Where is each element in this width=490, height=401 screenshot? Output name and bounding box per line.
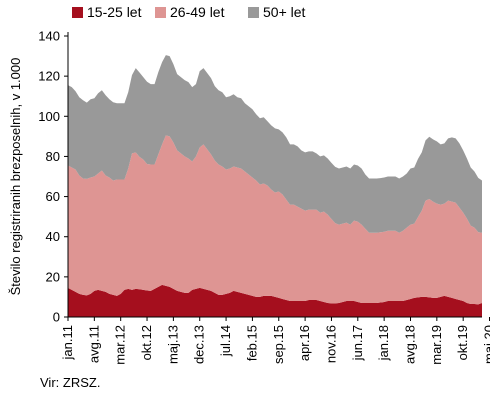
x-tick-label: avg.11 — [86, 325, 101, 363]
y-axis-title: Število registriranih brezposelnih, v 1.… — [8, 58, 23, 296]
y-tick-label: 80 — [46, 149, 60, 164]
x-tick-label: maj.13 — [165, 325, 180, 364]
x-tick-label: maj.20 — [482, 325, 490, 364]
x-tick-label: jan.11 — [60, 325, 75, 360]
x-tick-label: apr.16 — [297, 325, 312, 361]
x-tick-label: dec.13 — [192, 325, 207, 364]
x-tick-label: feb.15 — [244, 325, 259, 361]
y-tick-label: 20 — [46, 269, 60, 284]
x-tick-label: mar.19 — [429, 325, 444, 365]
area-series-26-49-let — [68, 135, 482, 305]
x-tick-label: jan.18 — [376, 325, 391, 361]
legend-swatch — [155, 7, 166, 18]
x-tick-label: mar.12 — [113, 325, 128, 365]
x-tick-label: avg.18 — [402, 325, 417, 364]
y-tick-label: 40 — [46, 229, 60, 244]
legend-swatch — [72, 7, 83, 18]
axes: 0 20 40 60 80 100 120 140 jan.11 avg.11 mar.12 okt.… — [38, 29, 490, 365]
x-tick-label: jul.14 — [218, 325, 233, 357]
x-tick-label: sep.15 — [271, 325, 286, 364]
area-series-50-let — [68, 55, 482, 233]
x-tick-label: okt.12 — [139, 325, 154, 360]
legend-item: 26-49 let — [155, 4, 225, 20]
legend-swatch — [248, 7, 259, 18]
source-note: Vir: ZRSZ. — [40, 375, 101, 390]
legend: 15-25 let 26-49 let 50+ let — [72, 4, 306, 20]
legend-item: 15-25 let — [72, 4, 142, 20]
legend-label: 15-25 let — [87, 4, 142, 20]
y-tick-label: 120 — [38, 69, 60, 84]
legend-item: 50+ let — [248, 4, 306, 20]
y-tick-label: 140 — [38, 29, 60, 44]
area-series-15-25-let — [68, 284, 482, 317]
y-tick-label: 0 — [53, 310, 60, 325]
legend-label: 50+ let — [263, 4, 306, 20]
area-series-layer — [68, 55, 482, 317]
x-tick-label: nov.16 — [323, 325, 338, 363]
y-tick-label: 60 — [46, 189, 60, 204]
y-tick-label: 100 — [38, 109, 60, 124]
x-tick-label: okt.19 — [455, 325, 470, 360]
x-tick-label: jun.17 — [350, 325, 365, 361]
legend-label: 26-49 let — [170, 4, 225, 20]
